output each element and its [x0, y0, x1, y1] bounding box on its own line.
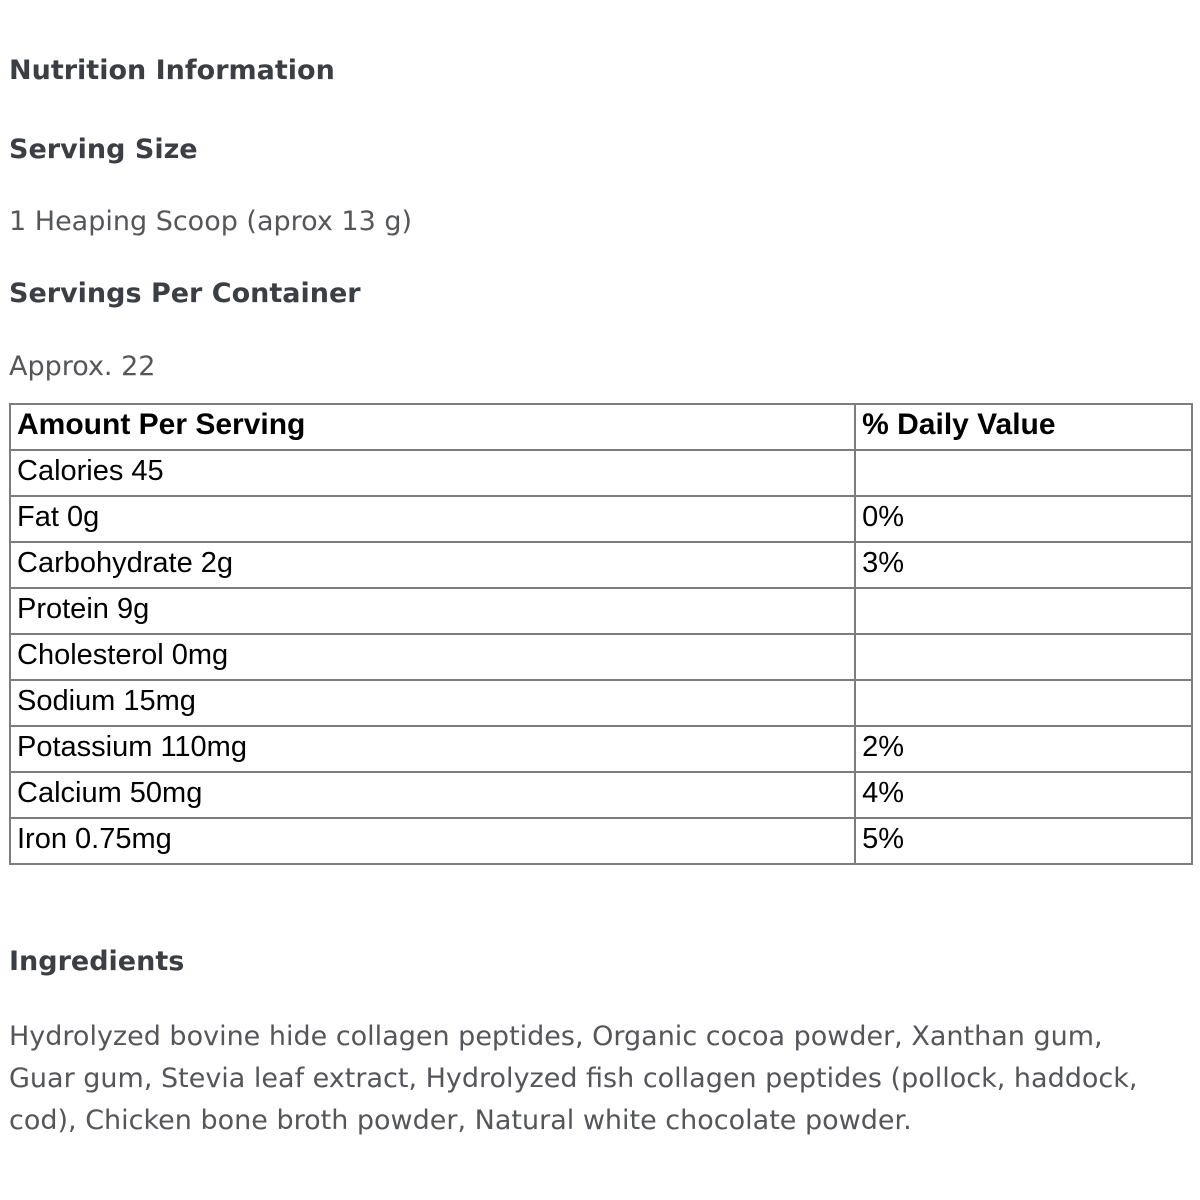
daily-value-cell: [854, 587, 1193, 635]
servings-per-container-value: Approx. 22: [9, 351, 156, 382]
table-row: Calories 45: [8, 449, 1193, 497]
amount-cell: Calcium 50mg: [8, 771, 857, 819]
amount-cell: Potassium 110mg: [8, 725, 857, 773]
amount-cell: Sodium 15mg: [8, 679, 857, 727]
daily-value-cell: 5%: [854, 817, 1193, 865]
table-header-row: Amount Per Serving % Daily Value: [8, 403, 1193, 451]
daily-value-cell: [854, 449, 1193, 497]
amount-cell: Fat 0g: [8, 495, 857, 543]
daily-value-cell: 0%: [854, 495, 1193, 543]
amount-cell: Cholesterol 0mg: [8, 633, 857, 681]
table-row: Fat 0g 0%: [8, 495, 1193, 543]
amount-cell: Carbohydrate 2g: [8, 541, 857, 589]
table-row: Protein 9g: [8, 587, 1193, 635]
daily-value-cell: 3%: [854, 541, 1193, 589]
column-header-daily-value: % Daily Value: [854, 403, 1193, 451]
nutrition-info-section: Nutrition Information Serving Size 1 Hea…: [8, 55, 1193, 1136]
table-row: Sodium 15mg: [8, 679, 1193, 727]
nutrition-facts-table: Amount Per Serving % Daily Value Calorie…: [8, 403, 1193, 865]
servings-per-container-heading: Servings Per Container: [9, 278, 361, 309]
amount-cell: Iron 0.75mg: [8, 817, 857, 865]
daily-value-cell: 2%: [854, 725, 1193, 773]
amount-cell: Calories 45: [8, 449, 857, 497]
daily-value-cell: [854, 633, 1193, 681]
daily-value-cell: [854, 679, 1193, 727]
table-row: Carbohydrate 2g 3%: [8, 541, 1193, 589]
ingredients-text: Hydrolyzed bovine hide collagen peptides…: [9, 1021, 1138, 1136]
nutrition-information-heading: Nutrition Information: [9, 55, 335, 86]
table-row: Calcium 50mg 4%: [8, 771, 1193, 819]
daily-value-cell: 4%: [854, 771, 1193, 819]
table-row: Potassium 110mg 2%: [8, 725, 1193, 773]
serving-size-value: 1 Heaping Scoop (aprox 13 g): [9, 206, 413, 237]
ingredients-heading: Ingredients: [9, 946, 185, 977]
amount-cell: Protein 9g: [8, 587, 857, 635]
table-row: Cholesterol 0mg: [8, 633, 1193, 681]
table-row: Iron 0.75mg 5%: [8, 817, 1193, 865]
serving-size-heading: Serving Size: [9, 134, 198, 165]
column-header-amount-per-serving: Amount Per Serving: [8, 403, 857, 451]
